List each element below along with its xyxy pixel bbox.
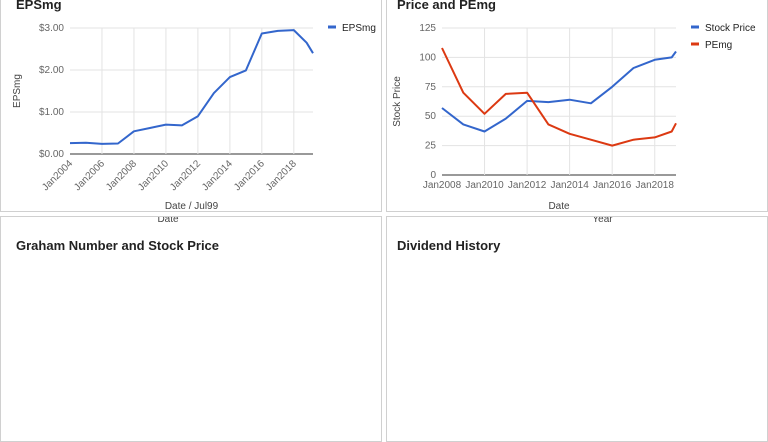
series-0 (70, 30, 313, 144)
dividend-history-chart: Dividend History$0.00$1.00$2.00$3.00$4.0… (387, 217, 768, 442)
x-tick-label: Jan2010 (465, 180, 504, 191)
x-tick-label: Jan2016 (593, 180, 632, 191)
x-tick-label: Jan2004 (40, 158, 75, 193)
x-tick-label: Jan2006 (72, 158, 107, 193)
y-axis-label: EPSmg (12, 74, 23, 108)
x-axis-label: Year (592, 217, 613, 225)
chart-title: EPSmg (16, 0, 62, 12)
x-tick-label: Jan2018 (264, 158, 299, 193)
x-axis-label: Date (157, 217, 179, 225)
y-tick-label: 75 (425, 82, 437, 93)
x-axis-label: Date / Jul99 (165, 201, 219, 212)
x-tick-label: Jan2012 (168, 158, 203, 193)
legend-label: EPSmg (342, 23, 376, 34)
graham-number-chart-panel: Graham Number and Stock Price02550751001… (0, 216, 382, 442)
x-tick-label: Jan2014 (200, 158, 235, 193)
series-line (442, 52, 676, 132)
x-tick-label: Jan2018 (636, 180, 675, 191)
x-tick-label: Jan2010 (136, 158, 171, 193)
chart-title: Price and PEmg (397, 0, 496, 12)
y-tick-label: 100 (419, 52, 436, 63)
y-tick-label: $3.00 (39, 23, 64, 34)
eps-chart: EPSmg$0.00$1.00$2.00$3.00Jan2004Jan2006J… (1, 0, 382, 212)
x-tick-label: Jan2008 (104, 158, 139, 193)
series-line (70, 30, 313, 144)
dividend-history-chart-panel: Dividend History$0.00$1.00$2.00$3.00$4.0… (386, 216, 768, 442)
graham-number-chart: Graham Number and Stock Price02550751001… (1, 217, 382, 442)
series-1 (442, 48, 676, 146)
x-tick-label: Jan2014 (550, 180, 589, 191)
x-tick-label: Jan2008 (423, 180, 462, 191)
series-0 (442, 51, 676, 131)
series-line (442, 48, 676, 146)
y-tick-label: $1.00 (39, 107, 64, 118)
y-tick-label: $2.00 (39, 65, 64, 76)
legend-label: Stock Price (705, 23, 756, 34)
chart-title: Graham Number and Stock Price (16, 238, 219, 253)
x-tick-label: Jan2012 (508, 180, 547, 191)
x-tick-label: Jan2016 (232, 158, 267, 193)
y-tick-label: 50 (425, 111, 437, 122)
y-axis-label: Stock Price (392, 76, 403, 127)
y-tick-label: 125 (419, 23, 436, 34)
chart-title: Dividend History (397, 238, 501, 253)
legend-label: PEmg (705, 40, 732, 51)
y-tick-label: $0.00 (39, 149, 64, 160)
x-axis-label: Date (548, 201, 570, 212)
y-tick-label: 25 (425, 141, 437, 152)
